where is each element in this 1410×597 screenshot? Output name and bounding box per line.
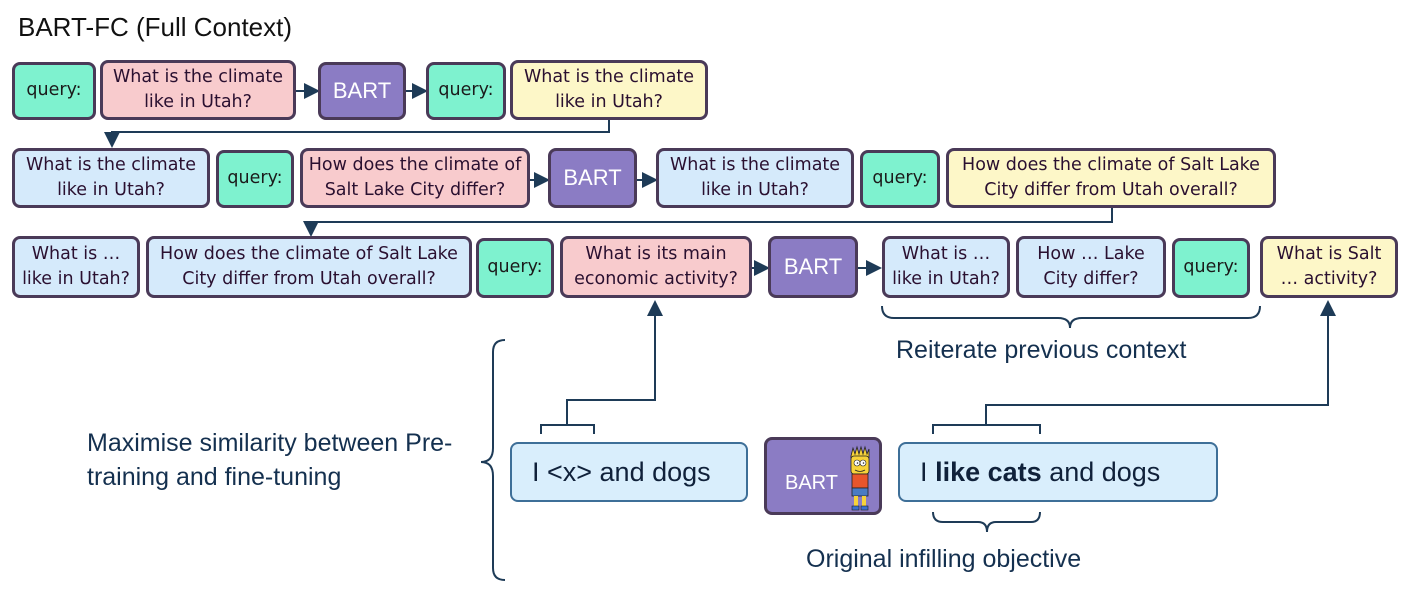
- reiterate-label: Reiterate previous context: [896, 336, 1187, 364]
- input-question: What is its main economic activity?: [560, 236, 752, 298]
- maximise-label: Maximise similarity between Pre-training…: [87, 429, 453, 491]
- output-question: What is Salt … activity?: [1260, 236, 1398, 298]
- query-label: query:: [1172, 238, 1250, 298]
- query-label: query:: [426, 62, 506, 120]
- arrow-filled-to-salt: [985, 300, 1336, 425]
- query-label: query:: [860, 150, 940, 208]
- context-question: What is … like in Utah?: [12, 236, 140, 298]
- filled-span: like cats: [935, 456, 1042, 487]
- arrow-r2-to-r3: [303, 208, 1113, 237]
- context-question: How … Lake City differ?: [1016, 236, 1166, 298]
- arrow-r1-to-r2: [104, 120, 610, 148]
- query-label: query:: [216, 150, 294, 208]
- filled-bracket: [932, 424, 1041, 434]
- bart-model: BART: [318, 62, 406, 120]
- bart-character-icon: [850, 445, 870, 511]
- bart-model: BART: [768, 236, 858, 298]
- reiterate-brace: [881, 305, 1261, 329]
- query-label: query:: [476, 238, 554, 298]
- bart-model: BART: [548, 148, 637, 208]
- diagram-title: BART-FC (Full Context): [18, 12, 293, 42]
- original-label: Original infilling objective: [806, 545, 1082, 573]
- context-question: What is the climate like in Utah?: [656, 148, 854, 208]
- input-question: What is the climate like in Utah?: [100, 60, 296, 120]
- output-question: What is the climate like in Utah?: [510, 60, 708, 120]
- bart-character-model: BART: [764, 437, 882, 515]
- masked-bracket: [540, 424, 595, 434]
- output-question: How does the climate of Salt Lake City d…: [946, 148, 1276, 208]
- original-brace: [932, 511, 1041, 533]
- filled-suffix: and dogs: [1049, 456, 1161, 487]
- context-question: How does the climate of Salt Lake City d…: [146, 236, 472, 298]
- filled-prefix: I: [920, 456, 928, 487]
- context-question: What is … like in Utah?: [882, 236, 1010, 298]
- bart-label: BART: [785, 472, 838, 494]
- query-label: query:: [12, 62, 96, 120]
- input-question: How does the climate of Salt Lake City d…: [300, 148, 530, 208]
- context-question: What is the climate like in Utah?: [12, 148, 210, 208]
- arrow-masked-to-economic: [566, 300, 663, 425]
- masked-sentence: I <x> and dogs: [510, 442, 748, 502]
- maximise-brace: [480, 339, 506, 581]
